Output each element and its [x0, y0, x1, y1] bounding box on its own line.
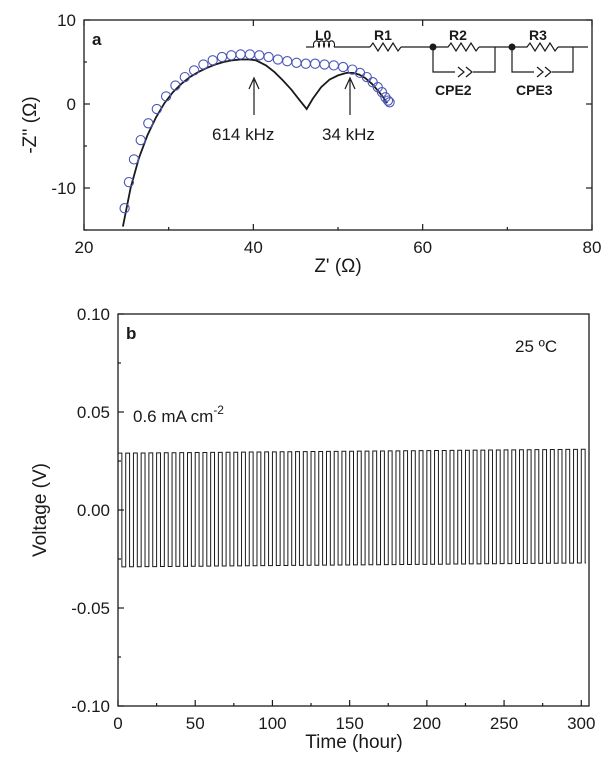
- panel-b-x-axis-label: Time (hour): [305, 732, 402, 753]
- panel-b-y-axis-label: Voltage (V): [30, 463, 51, 557]
- data-point: [291, 57, 302, 68]
- data-point: [207, 55, 218, 66]
- data-point: [319, 59, 330, 70]
- data-point: [216, 51, 228, 63]
- circuit-label-l0: L0: [315, 27, 332, 43]
- data-point: [254, 50, 265, 61]
- panel-a-label: a: [92, 30, 102, 49]
- data-point: [272, 54, 284, 65]
- panel-b-x-tick-label: 200: [413, 714, 441, 733]
- panel-b-y-tick-label: 0.10: [77, 305, 110, 324]
- data-point: [226, 50, 237, 61]
- data-point: [384, 97, 395, 108]
- data-point: [235, 49, 246, 60]
- data-point: [361, 71, 372, 83]
- current-density-label: 0.6 mA cm-2: [133, 403, 224, 426]
- temperature-label: 25 ºC: [515, 337, 557, 356]
- data-point: [128, 154, 140, 165]
- cpe2-symbol: [457, 66, 473, 78]
- data-point: [282, 56, 293, 67]
- annotation-34khz: 34 kHz: [322, 76, 375, 144]
- data-point: [198, 59, 209, 70]
- data-point: [119, 203, 130, 214]
- data-point: [244, 49, 256, 60]
- circuit-label-cpe3: CPE3: [516, 82, 553, 98]
- panel-b-ticks: 0 50 100 150 200 250 300 -0.10 -0.05 0.00 0.05 0.10: [71, 305, 595, 733]
- data-point: [143, 118, 154, 129]
- resistor-r3-symbol: [512, 41, 559, 53]
- data-point: [337, 61, 349, 73]
- data-point: [376, 87, 388, 98]
- voltage-trace-line: [117, 448, 586, 568]
- panel-a-x-tick-label: 20: [75, 238, 94, 257]
- data-point: [160, 91, 172, 102]
- panel-b-y-tick-label: -0.05: [71, 599, 110, 618]
- panel-b-x-tick-label: 50: [186, 714, 205, 733]
- circuit-label-r2: R2: [449, 27, 467, 43]
- data-point: [328, 60, 339, 71]
- panel-a-impedance-chart: 20 40 60 80 -10 0 10 a 614 kHz 34 kHz: [20, 11, 601, 277]
- data-point: [135, 134, 146, 146]
- panel-a-data-points: [119, 49, 395, 214]
- panel-a-x-axis-label: Z' (Ω): [314, 256, 361, 277]
- panel-b-x-tick-label: 100: [258, 714, 286, 733]
- circuit-label-r1: R1: [374, 27, 392, 43]
- panel-a-y-tick-label: -10: [51, 179, 76, 198]
- panel-b-voltage-trace: [117, 448, 586, 568]
- annotation-34khz-label: 34 kHz: [322, 125, 375, 144]
- current-density-exponent: -2: [213, 403, 224, 417]
- panel-b-voltage-chart: 0 50 100 150 200 250 300 -0.10 -0.05 0.00 0.05 0.10…: [30, 305, 595, 753]
- panel-a-y-tick-label: 0: [67, 95, 76, 114]
- resistor-r2-symbol: [433, 41, 480, 53]
- data-point: [300, 58, 311, 69]
- circuit-label-r3: R3: [529, 27, 547, 43]
- panel-b-x-tick-label: 250: [490, 714, 518, 733]
- panel-b-x-tick-label: 300: [567, 714, 595, 733]
- data-point: [151, 103, 162, 115]
- data-point: [179, 71, 190, 83]
- panel-a-x-tick-label: 40: [244, 238, 263, 257]
- data-point: [382, 95, 394, 106]
- data-point: [309, 58, 321, 69]
- data-point: [263, 51, 274, 63]
- panel-a-x-tick-label: 80: [583, 238, 601, 257]
- circuit-label-cpe2: CPE2: [435, 82, 472, 98]
- cpe3-symbol: [536, 66, 552, 78]
- panel-b-y-tick-label: 0.00: [77, 501, 110, 520]
- panel-a-y-axis-label: -Z'' (Ω): [20, 96, 41, 153]
- annotation-614khz: 614 kHz: [212, 76, 274, 144]
- panel-b-y-tick-label: -0.10: [71, 697, 110, 716]
- panel-a-y-tick-label: 10: [57, 11, 76, 30]
- data-point: [354, 67, 366, 79]
- panel-b-label: b: [126, 324, 136, 343]
- panel-a-ticks: 20 40 60 80 -10 0 10: [51, 11, 601, 257]
- panel-b-y-tick-label: 0.05: [77, 403, 110, 422]
- panel-a-x-tick-label: 60: [413, 238, 432, 257]
- data-point: [123, 176, 135, 188]
- panel-b-x-tick-label: 0: [113, 714, 122, 733]
- panel-b-x-tick-label: 150: [335, 714, 363, 733]
- resistor-r1-symbol: [369, 41, 402, 53]
- data-point: [188, 65, 200, 76]
- equivalent-circuit: L0 R1 R2 R3 CPE2 CPE3: [306, 27, 588, 98]
- data-point: [170, 80, 181, 91]
- annotation-614khz-label: 614 kHz: [212, 125, 274, 144]
- inductor-symbol: [312, 40, 336, 49]
